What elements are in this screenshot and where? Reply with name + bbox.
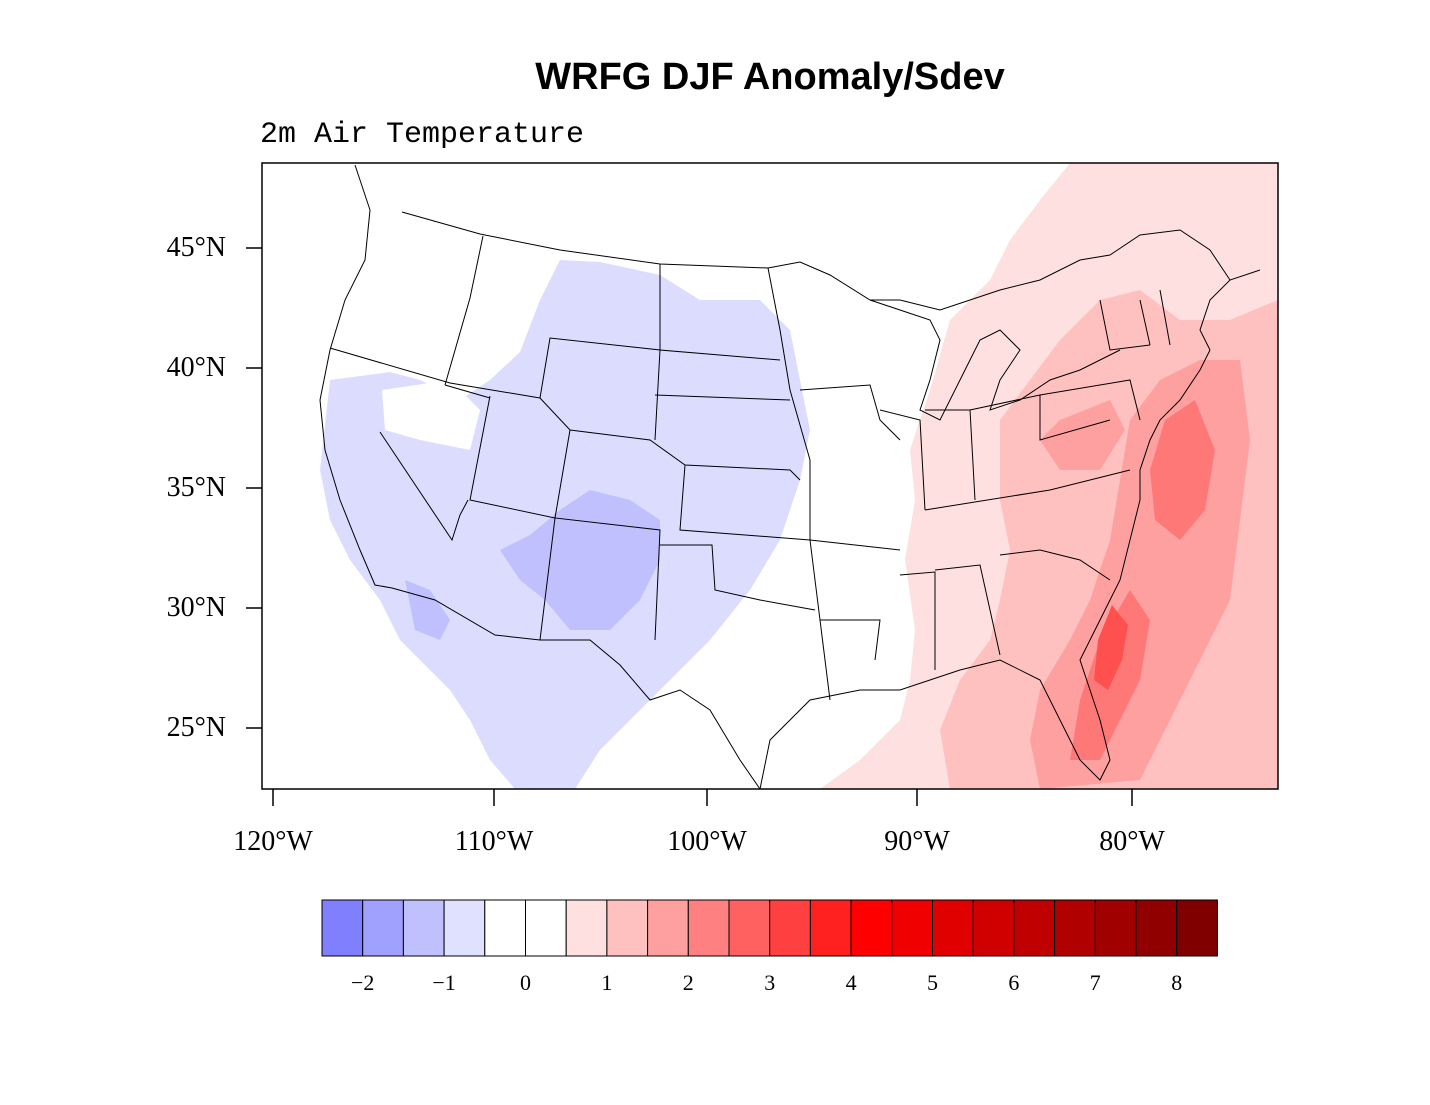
colorbar-tick-label: 8 — [1171, 970, 1183, 995]
colorbar-swatch — [687, 899, 730, 957]
colorbar-swatch — [1135, 899, 1178, 957]
colorbar-tick-label: 0 — [520, 970, 531, 995]
lon-ticks — [272, 789, 1133, 806]
colorbar-swatch — [891, 899, 933, 957]
colorbar-swatch — [769, 899, 811, 957]
neutral-region-nevada — [382, 380, 480, 450]
colorbar-swatch — [443, 899, 486, 957]
chart-subtitle: 2m Air Temperature — [260, 118, 585, 152]
lat-tick-label: 40°N — [166, 352, 226, 383]
lat-tick-label: 45°N — [166, 232, 226, 263]
warm-anomaly-level3b — [1040, 400, 1125, 470]
lon-tick-label: 90°W — [884, 826, 950, 857]
warm-anomaly-level4 — [1150, 400, 1215, 540]
colorbar-tick-label: −1 — [432, 970, 456, 995]
colorbar-swatch — [972, 899, 1015, 957]
colorbar-tick-label: 5 — [927, 970, 938, 995]
colorbar-swatch — [728, 899, 771, 957]
political-boundaries — [319, 164, 1261, 789]
colorbar-swatch — [850, 899, 893, 957]
colorbar-tick-label: 6 — [1008, 970, 1020, 995]
colorbar-swatch — [1094, 899, 1137, 957]
colorbar-tick-label: 2 — [682, 970, 694, 995]
colorbar-tick-label: 4 — [845, 970, 857, 995]
lon-tick-label: 120°W — [233, 826, 313, 857]
colorbar-swatch — [402, 899, 445, 957]
lat-tick-label: 30°N — [166, 592, 226, 623]
colorbar-swatch — [362, 899, 404, 957]
lat-tick-label: 25°N — [166, 712, 226, 743]
colorbar-swatch — [1176, 899, 1218, 957]
colorbar-swatch — [606, 899, 649, 957]
colorbar-tick-label: −2 — [350, 970, 375, 995]
lon-tick-label: 100°W — [667, 826, 747, 857]
colorbar — [321, 899, 1218, 957]
colorbar-swatch — [809, 899, 852, 957]
chart-title: WRFG DJF Anomaly/Sdev — [535, 56, 1005, 98]
colorbar-tick-label: 3 — [764, 970, 776, 995]
colorbar-swatch — [565, 899, 608, 957]
colorbar-swatch — [932, 899, 974, 957]
colorbar-tick-label: 1 — [601, 970, 613, 995]
colorbar-swatch — [525, 899, 567, 957]
colorbar-swatch — [484, 899, 526, 957]
colorbar-swatch — [647, 899, 689, 957]
lon-tick-label: 80°W — [1099, 826, 1165, 857]
lat-ticks — [246, 247, 262, 729]
lat-tick-label: 35°N — [166, 472, 226, 503]
colorbar-tick-label: 7 — [1089, 970, 1101, 995]
colorbar-swatch — [321, 899, 364, 957]
warm-anomaly-core — [1094, 605, 1128, 690]
map-frame — [261, 162, 1279, 790]
map-plot-area — [319, 163, 1278, 789]
colorbar-swatch — [1013, 899, 1056, 957]
lon-tick-label: 110°W — [454, 826, 534, 857]
colorbar-swatch — [1054, 899, 1096, 957]
